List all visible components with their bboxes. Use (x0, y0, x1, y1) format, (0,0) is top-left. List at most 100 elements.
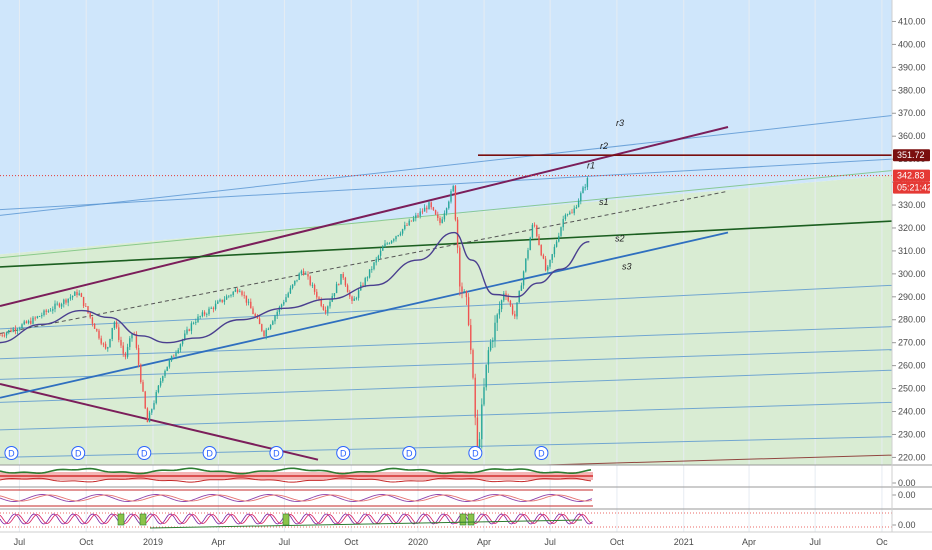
candle-body (234, 289, 237, 292)
dividend-marker[interactable]: D (137, 446, 152, 460)
price-tag: 342.83 (893, 169, 930, 182)
candle-body (274, 315, 276, 322)
price-tag: 351.72 (893, 149, 930, 162)
candle-body (544, 258, 547, 271)
candle-body (346, 285, 349, 293)
candle-body (373, 262, 375, 270)
candle-body (401, 229, 404, 234)
price-tick-label: 330.00 (898, 200, 926, 210)
candle-body (445, 208, 448, 214)
candle-body (428, 202, 430, 210)
price-tick-label: 320.00 (898, 223, 926, 233)
candle-body (177, 349, 179, 353)
upper-trend-line (0, 126, 729, 307)
time-tick-label: Oct (344, 537, 359, 547)
candle-body (298, 273, 300, 280)
dividend-marker[interactable]: D (71, 446, 86, 460)
candle-body (208, 308, 210, 315)
price-tick-label: 400.00 (898, 39, 926, 49)
candle-body (58, 303, 61, 307)
dividend-marker[interactable]: D (269, 446, 284, 460)
candle-body (459, 247, 461, 287)
dividend-marker[interactable]: D (534, 446, 549, 460)
time-axis[interactable]: Jul Oct 2019 Apr Jul Oct 2020 Apr Jul Oct 2021 Apr J… (0, 531, 932, 547)
candle-body (316, 291, 318, 298)
time-tick-label: Apr (211, 537, 225, 547)
dividend-marker-circle (202, 446, 217, 460)
dividend-marker[interactable]: D (336, 446, 351, 460)
candle-body (223, 299, 226, 302)
indicator-panes: 0.00 0.00 0.00 (0, 464, 932, 530)
signal-marker-green (282, 513, 290, 526)
price-tick-label: 410.00 (898, 16, 926, 26)
candle-body (186, 329, 188, 334)
candle-body (228, 295, 230, 297)
candle-body (551, 254, 553, 260)
candle-body (102, 343, 105, 345)
candle-body (371, 269, 373, 270)
price-tick-label: 220.00 (898, 452, 926, 462)
candle-body (307, 274, 309, 277)
price-tag: 05:21:42 (893, 181, 932, 194)
candle-body (467, 297, 470, 326)
candle-body (25, 321, 28, 324)
dividend-marker[interactable]: D (4, 446, 19, 460)
candle-body (287, 293, 289, 298)
time-tick-label: Jul (14, 537, 26, 547)
price-tick-label: 370.00 (898, 108, 926, 118)
candle-body (100, 338, 102, 344)
dividend-marker-circle (269, 446, 284, 460)
price-plot-area (0, 115, 892, 465)
candle-body (214, 303, 217, 310)
candle-body (269, 324, 272, 329)
candle-body (91, 317, 94, 324)
candle-body (267, 328, 270, 330)
candle-body (571, 212, 573, 214)
candle-body (503, 293, 505, 301)
candle-body (93, 323, 96, 329)
candle-body (137, 347, 140, 365)
candle-body (313, 284, 316, 292)
candle-body (434, 210, 437, 215)
dividend-marker-label: D (340, 449, 347, 459)
candle-body (351, 296, 353, 301)
candle-body (243, 294, 245, 296)
candle-body (201, 312, 204, 317)
candle-body (538, 236, 540, 245)
candle-body (511, 305, 514, 315)
price-tick-label: 260.00 (898, 361, 926, 371)
candle-body (82, 296, 85, 307)
candle-body (569, 212, 571, 215)
candle-body (318, 297, 320, 299)
candle-body (170, 355, 173, 361)
candle-body (241, 291, 243, 295)
candle-body (379, 250, 382, 256)
candle-body (113, 322, 116, 328)
signal-marker-green (459, 513, 467, 526)
level-label-r2: r2 (600, 141, 608, 151)
candle-body (300, 271, 303, 274)
dividend-marker[interactable]: D (202, 446, 217, 460)
candle-body (399, 233, 402, 236)
candle-body (476, 417, 479, 447)
candle-body (85, 306, 87, 307)
candle-body (294, 280, 296, 285)
dividend-marker-label: D (472, 449, 479, 459)
dividend-marker-label: D (538, 449, 545, 459)
candle-body (118, 327, 120, 340)
candle-body (146, 408, 149, 423)
price-axis[interactable]: 220.00 230.00 240.00 250.00 260.00 270.00 280.… (891, 0, 932, 532)
time-tick-label: Jul (544, 537, 556, 547)
fan-line (0, 170, 892, 259)
candle-body (225, 296, 228, 300)
candle-body (179, 344, 182, 350)
candle-body (500, 300, 503, 310)
price-tag-label: 351.72 (897, 150, 925, 160)
dividend-marker[interactable]: D (402, 446, 417, 460)
candle-body (509, 300, 512, 306)
candle-body (155, 392, 157, 404)
dividend-marker[interactable]: D (468, 446, 483, 460)
candle-body (529, 237, 531, 251)
support-line (0, 220, 892, 268)
